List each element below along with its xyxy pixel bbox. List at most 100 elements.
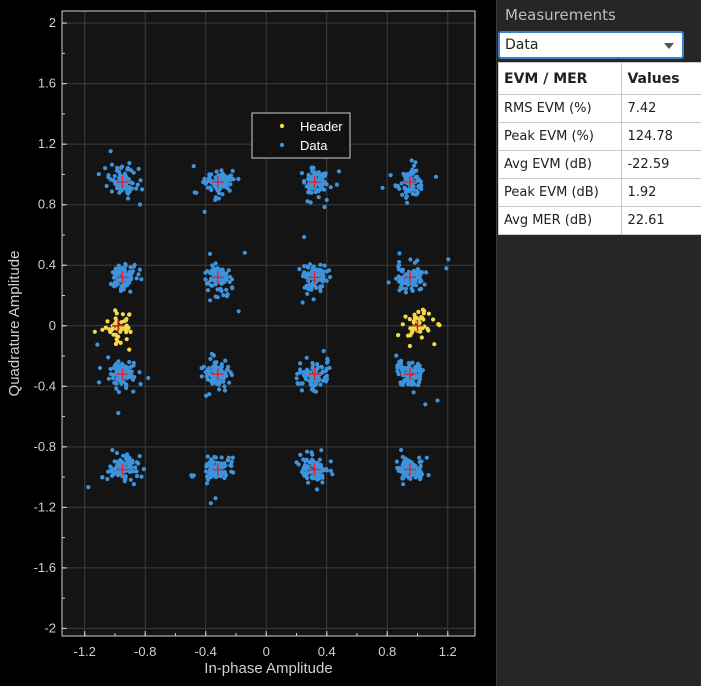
header-point — [111, 332, 116, 337]
data-point — [396, 372, 401, 377]
header-point — [420, 315, 425, 321]
data-point — [203, 270, 208, 275]
data-point — [426, 473, 431, 478]
legend[interactable]: Header Data — [251, 112, 351, 159]
data-point — [116, 359, 121, 364]
data-point — [210, 377, 215, 382]
data-point — [418, 272, 423, 277]
data-point — [129, 465, 134, 470]
header-point — [396, 333, 401, 338]
data-point — [117, 368, 122, 373]
data-point — [324, 366, 329, 371]
data-point — [318, 187, 323, 192]
data-point — [318, 288, 323, 294]
data-point — [128, 469, 134, 474]
data-point — [116, 263, 121, 268]
data-point — [294, 376, 299, 381]
header-point — [411, 320, 416, 325]
data-point — [214, 169, 219, 174]
header-point — [120, 312, 125, 317]
data-point — [130, 460, 135, 465]
data-point — [221, 293, 226, 298]
reference-marker — [403, 271, 416, 284]
data-point — [422, 282, 427, 287]
metric-value: 22.61 — [621, 206, 701, 235]
data-point — [106, 173, 111, 178]
data-point — [400, 192, 405, 197]
data-point — [222, 384, 227, 389]
data-point — [416, 177, 422, 182]
header-point — [114, 311, 119, 316]
x-tick-label: 0.8 — [378, 644, 396, 659]
data-point — [138, 381, 143, 387]
data-point — [208, 356, 213, 361]
data-point — [108, 149, 113, 154]
measurements-panel: Measurements Data EVM / MER Values RMS E… — [496, 0, 701, 686]
data-point — [118, 165, 124, 170]
reference-marker — [111, 319, 124, 332]
data-point — [223, 358, 228, 363]
data-point — [110, 270, 115, 275]
data-point — [202, 176, 207, 181]
data-point — [205, 288, 211, 293]
data-point — [230, 168, 235, 173]
data-point — [112, 380, 117, 385]
data-point — [304, 355, 309, 360]
data-point — [400, 454, 405, 460]
data-point — [125, 190, 130, 195]
data-point — [394, 353, 399, 358]
data-point — [208, 474, 213, 479]
data-point — [111, 366, 116, 371]
data-point — [321, 468, 326, 473]
data-point — [297, 267, 302, 272]
chevron-down-icon[interactable] — [664, 43, 674, 49]
data-point — [306, 278, 311, 283]
data-point — [108, 464, 113, 469]
data-point — [131, 482, 136, 487]
data-point — [213, 294, 218, 299]
data-point — [106, 469, 111, 474]
table-row: Peak EVM (%) 124.78 — [497, 122, 701, 151]
data-point — [116, 410, 121, 416]
data-point — [204, 474, 210, 479]
metric-value: 1.92 — [621, 178, 701, 207]
data-point — [413, 160, 418, 165]
data-point — [134, 276, 139, 281]
data-point — [423, 402, 428, 407]
x-tick-label: -0.8 — [134, 644, 156, 659]
data-point — [222, 388, 228, 393]
data-point — [221, 179, 227, 185]
data-point — [213, 261, 218, 266]
metric-value: 7.42 — [621, 94, 701, 123]
data-point — [146, 375, 151, 381]
data-point — [303, 275, 308, 280]
header-point — [105, 319, 110, 324]
data-point — [302, 264, 307, 269]
data-point — [136, 461, 141, 466]
reference-markers — [111, 176, 424, 476]
data-point — [320, 475, 325, 480]
data-point — [122, 477, 128, 482]
header-point — [426, 311, 431, 316]
data-point — [131, 389, 136, 394]
data-point — [207, 392, 212, 397]
data-point — [394, 459, 399, 464]
legend-marker — [279, 142, 285, 148]
data-point — [112, 459, 117, 464]
measurement-select[interactable]: Data — [498, 31, 684, 59]
data-point — [137, 370, 142, 375]
data-point — [134, 474, 140, 479]
data-point — [320, 378, 326, 383]
data-point — [308, 372, 313, 377]
data-point — [138, 178, 143, 183]
data-point — [399, 447, 404, 453]
data-point — [403, 365, 408, 371]
data-point — [129, 186, 134, 191]
header-point — [118, 340, 123, 345]
metric-name: Peak EVM (%) — [497, 122, 623, 151]
data-point — [397, 251, 402, 256]
data-point — [298, 367, 303, 372]
data-point — [328, 459, 333, 464]
data-point — [330, 472, 335, 477]
y-tick-label: 1.2 — [38, 136, 56, 151]
